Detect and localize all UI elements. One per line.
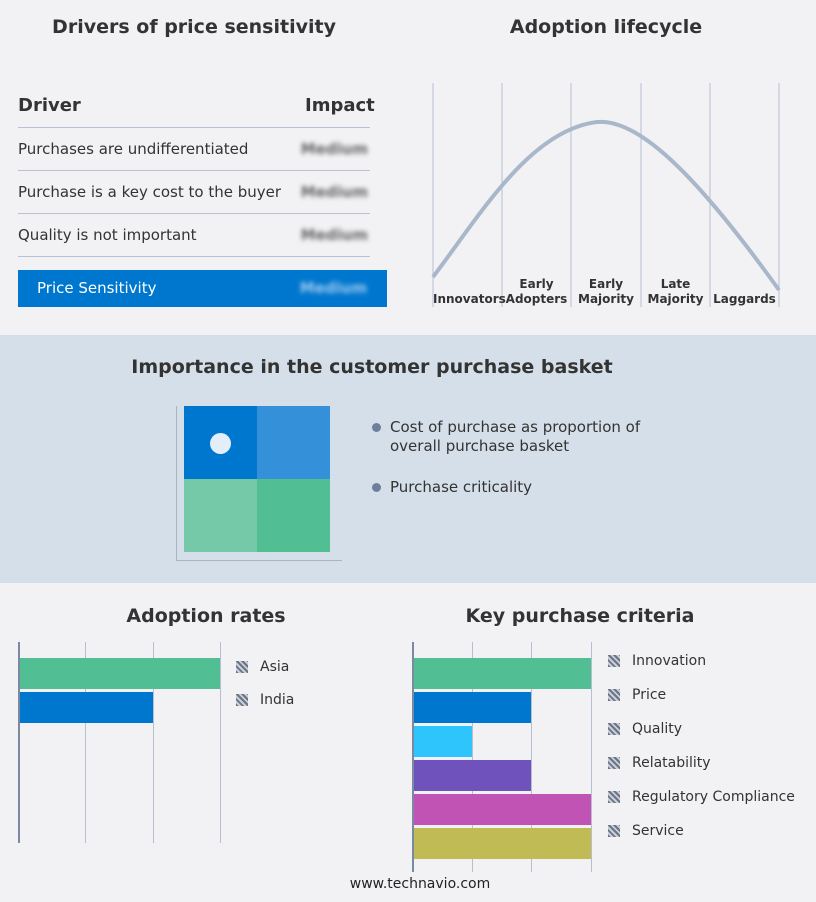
driver-label: Quality is not important (18, 226, 197, 244)
impact-value: Medium (300, 183, 368, 201)
legend-dot (372, 483, 381, 492)
stage-label: Innovators (433, 292, 506, 307)
lifecycle-title: Adoption lifecycle (509, 16, 703, 38)
basket-title: Importance in the customer purchase bask… (131, 356, 613, 378)
legend-swatch-icon (608, 655, 620, 667)
bar-service (412, 828, 591, 859)
matrix-x-axis (176, 560, 342, 561)
legend-swatch-icon (608, 757, 620, 769)
gridline (591, 642, 592, 872)
legend-item: Price (608, 687, 666, 703)
legend-label: Price (632, 687, 667, 703)
price-sensitivity-row: Price Sensitivity Medium (18, 270, 387, 307)
quadrant-bottom-right (257, 479, 330, 552)
stage-label: Early Adopters (502, 277, 571, 307)
stage-label-line: Innovators (433, 292, 506, 306)
stage-label: Late Majority (641, 277, 710, 307)
stage-label-line: Majority (647, 292, 704, 306)
legend-label: Purchase criticality (390, 478, 533, 496)
header-divider (18, 127, 370, 128)
legend-label: India (260, 692, 295, 708)
legend-swatch-icon (608, 723, 620, 735)
y-axis (412, 642, 414, 872)
stage-label: Early Majority (571, 277, 641, 307)
legend-swatch-icon (236, 661, 248, 673)
basket-band (0, 335, 816, 583)
drivers-title: Drivers of price sensitivity (52, 16, 336, 38)
stage-label-line: Adopters (505, 292, 568, 306)
bar-asia (18, 658, 220, 689)
legend-label: Relatability (632, 755, 711, 771)
impact-value: Medium (300, 226, 368, 244)
footer-url: www.technavio.com (349, 876, 491, 892)
stage-label-line: Laggards (713, 292, 776, 306)
bar-india (18, 692, 153, 723)
basket-legend-criticality: Purchase criticality (372, 478, 642, 497)
impact-value: Medium (300, 140, 368, 158)
driver-label: Purchases are undifferentiated (18, 140, 249, 158)
legend-item: India (236, 692, 294, 708)
bar-innovation (412, 658, 591, 689)
adoption-curve (431, 119, 781, 292)
quadrant-bottom-left (184, 479, 257, 552)
kpc-title: Key purchase criteria (465, 605, 695, 627)
legend-label: Asia (260, 659, 290, 675)
gridline (531, 642, 533, 872)
legend-item: Service (608, 823, 684, 839)
gridline (85, 642, 87, 843)
stage-label-line: Early (588, 277, 624, 291)
matrix-y-axis (176, 406, 177, 560)
stage-label-line: Majority (578, 292, 634, 306)
basket-legend-cost: Cost of purchase as proportion of overal… (372, 418, 642, 456)
legend-swatch-icon (608, 689, 620, 701)
stage-label: Laggards (710, 292, 779, 307)
legend-label: Innovation (632, 653, 707, 669)
legend-item: Innovation (608, 653, 706, 669)
legend-label: Regulatory Compliance (632, 789, 795, 805)
driver-row: Purchase is a key cost to the buyer Mediu… (18, 171, 370, 214)
driver-header: Driver (18, 95, 81, 116)
stage-label-line: Early (519, 277, 554, 291)
impact-header: Impact (305, 95, 375, 116)
driver-row: Purchases are undifferentiated Medium (18, 128, 370, 171)
lifecycle-chart (431, 83, 781, 307)
legend-item: Relatability (608, 755, 711, 771)
quadrant-top-right (257, 406, 330, 479)
gridline (152, 642, 154, 843)
driver-row: Quality is not important Medium (18, 214, 370, 257)
gridline (220, 642, 221, 843)
bar-price (412, 692, 532, 723)
legend-label: Service (632, 823, 684, 839)
legend-swatch-icon (608, 791, 620, 803)
legend-item: Regulatory Compliance (608, 789, 795, 805)
price-sensitivity-impact: Medium (299, 279, 367, 297)
legend-swatch-icon (236, 694, 248, 706)
stage-label-line: Late (660, 277, 691, 291)
legend-label: Cost of purchase as proportion of overal… (390, 418, 641, 455)
position-marker (210, 433, 231, 454)
legend-item: Asia (236, 659, 289, 675)
price-sensitivity-label: Price Sensitivity (37, 279, 157, 297)
legend-label: Quality (632, 721, 683, 737)
bar-relatability (412, 760, 532, 791)
adoption-rates-title: Adoption rates (126, 605, 286, 627)
legend-item: Quality (608, 721, 682, 737)
legend-swatch-icon (608, 825, 620, 837)
bar-quality (412, 726, 472, 757)
bar-regulatory-compliance (412, 794, 591, 825)
y-axis (18, 642, 20, 843)
gridline (471, 642, 473, 872)
driver-label: Purchase is a key cost to the buyer (18, 183, 282, 201)
legend-dot (372, 423, 381, 432)
